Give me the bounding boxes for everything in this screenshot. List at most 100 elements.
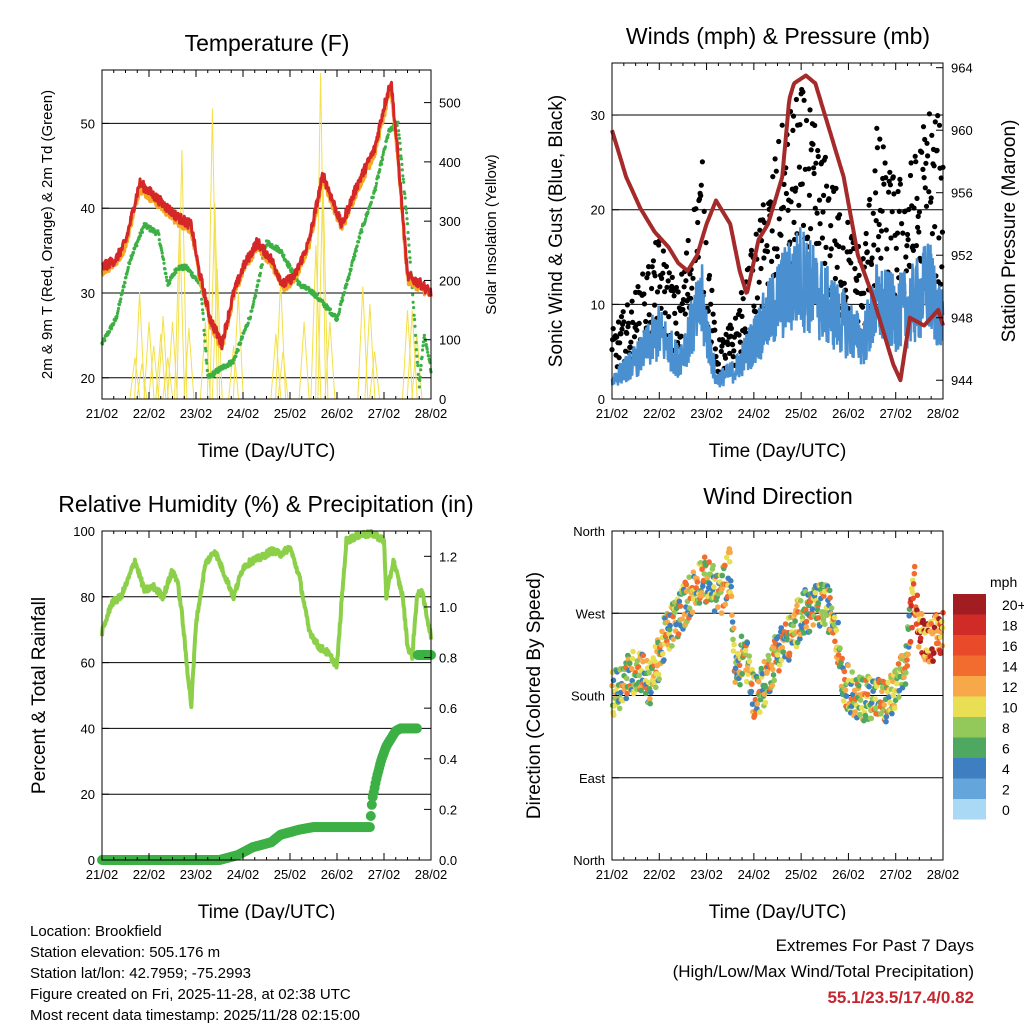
gust-point [738,290,745,296]
dewpoint-point [258,274,262,278]
dewpoint-point [397,133,401,137]
dewpoint-point [349,267,353,271]
direction-point [835,619,841,626]
gust-point [628,309,635,315]
gust-point [811,165,817,171]
dewpoint-point [246,321,250,325]
gust-point [685,291,691,297]
gust-point [800,89,806,95]
direction-point [842,687,849,693]
dewpoint-point [328,307,332,311]
dewpoint-point [341,298,345,302]
direction-point [797,636,803,642]
gust-point [882,160,888,166]
gust-point [757,227,763,233]
direction-point [655,671,662,678]
precip-point [366,799,377,810]
dewpoint-point [406,237,410,241]
direction-point [746,658,753,665]
solar-spike [270,333,282,400]
y2-tick-label: 1.0 [439,600,457,615]
direction-point [883,718,889,725]
extremes-values: 55.1/23.5/17.4/0.82 [827,988,974,1007]
x-tick-label: 27/02 [368,867,401,882]
x-tick-label: 26/02 [321,867,354,882]
legend-swatch [953,594,986,615]
x-axis-label: Time (Day/UTC) [198,441,336,462]
direction-point [776,662,783,668]
gust-point [886,189,892,195]
dewpoint-point [357,240,361,244]
direction-point [797,598,804,604]
gust-point [634,327,640,333]
gust-point [801,97,807,103]
dewpoint-point [420,348,425,352]
direction-point [909,624,915,631]
direction-point [737,681,743,688]
dewpoint-point [415,360,419,364]
dewpoint-point [366,210,370,214]
dewpoint-point [282,253,286,257]
gust-point [811,170,817,177]
direction-point [626,660,633,666]
y-tick-label: 30 [81,286,95,301]
plot-frame [611,62,944,400]
direction-point [728,583,734,590]
gust-point [905,237,911,243]
gust-point [814,210,820,216]
gust-point [926,189,932,195]
gust-point [815,153,821,160]
solar-spike [298,321,310,400]
dewpoint-point [131,251,136,255]
gust-point [821,192,827,198]
gust-point [874,145,881,151]
legend-swatch [953,676,986,697]
dewpoint-point [411,300,415,304]
solar-spike [228,345,240,400]
dewpoint-point [418,378,422,382]
dewpoint-point [204,349,208,353]
x-tick-label: 27/02 [879,406,912,421]
gust-point [876,221,882,228]
gust-point [712,346,719,352]
direction-point [931,624,938,631]
dewpoint-point [288,264,292,268]
gust-point [928,199,934,205]
direction-point [821,593,827,599]
dewpoint-point [424,343,428,347]
direction-point [623,695,630,702]
direction-point [907,638,914,645]
direction-point [776,668,782,674]
legend-swatch [953,717,986,738]
direction-point [755,678,762,685]
direction-point [727,549,733,556]
station-location: Location: Brookfield [30,923,162,940]
direction-point [803,618,810,625]
dewpoint-point [130,256,134,260]
direction-point [914,592,921,599]
gust-point [774,246,780,252]
gust-point [689,285,695,291]
dewpoint-point [374,181,379,185]
gust-point [791,219,797,225]
gust-point [894,267,900,273]
x-tick-label: 22/02 [133,867,166,882]
y-tick-label: 10 [591,297,605,312]
dewpoint-point [354,249,358,253]
gust-point [748,247,755,253]
gust-point [773,168,779,174]
x-tick-label: 25/02 [274,406,307,421]
direction-point [828,605,835,611]
dewpoint-point [418,375,422,379]
solar-spike [406,310,418,400]
gust-point [780,204,787,210]
direction-point [758,665,765,672]
direction-point [850,691,856,698]
direction-point [890,692,897,699]
gust-point [728,325,735,331]
x-tick-label: 24/02 [227,867,260,882]
direction-point [656,676,662,682]
gust-point [785,207,791,213]
gust-point [934,147,940,153]
direction-point [939,643,946,649]
